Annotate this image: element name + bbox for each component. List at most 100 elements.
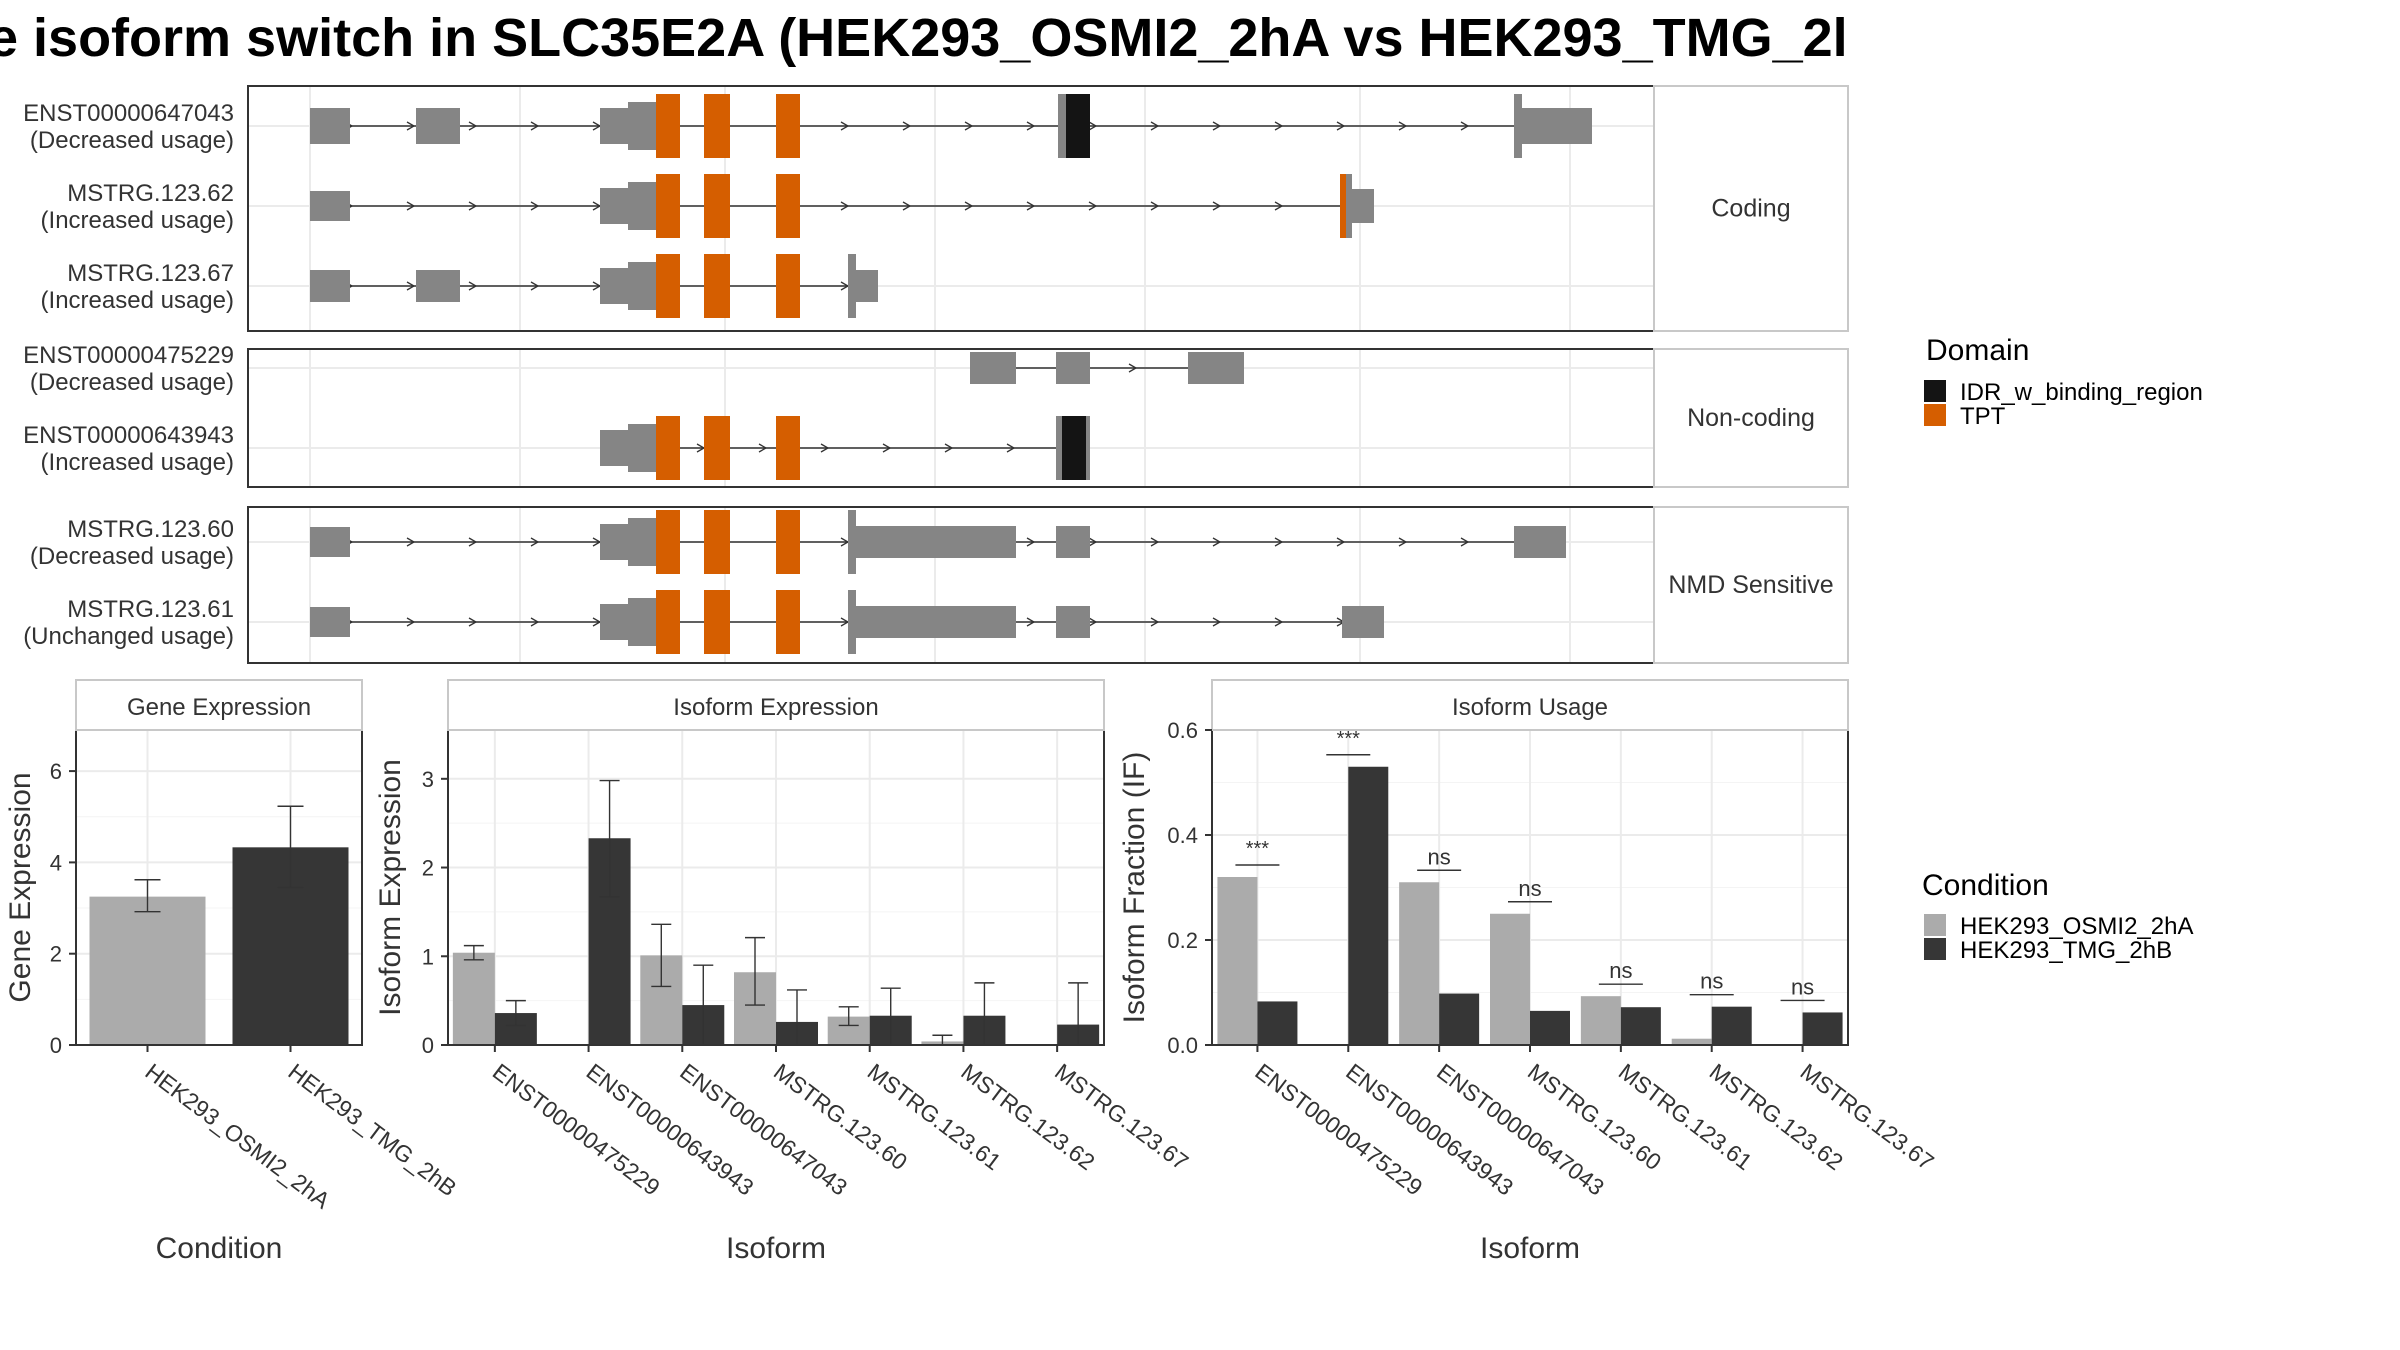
significance-label: ns	[1609, 958, 1632, 983]
facet-strip	[1653, 85, 1849, 332]
intron-arrow	[1460, 537, 1470, 547]
intron-arrow	[1150, 201, 1160, 211]
y-tick-label: 2	[50, 942, 62, 967]
transcript-label: ENST00000647043	[23, 100, 234, 127]
exon	[628, 182, 656, 230]
intron-arrow	[1274, 537, 1284, 547]
chart-strip-label: Gene Expression	[127, 694, 311, 721]
exon	[970, 352, 1016, 384]
tpt-domain	[704, 510, 730, 574]
transcript-usage-label: (Decreased usage)	[30, 127, 234, 154]
exon	[310, 108, 350, 144]
tpt-domain	[656, 416, 680, 480]
y-tick-label: 0.6	[1167, 718, 1198, 743]
tpt-domain	[656, 590, 680, 654]
exon	[1514, 526, 1566, 558]
transcript-label: MSTRG.123.61	[67, 596, 234, 623]
exon	[628, 262, 656, 310]
tpt-domain	[776, 174, 800, 238]
bar	[1490, 913, 1530, 1045]
intron-arrow	[406, 281, 416, 291]
intron-arrow	[882, 443, 892, 453]
intron-arrow	[406, 201, 416, 211]
intron-arrow	[944, 443, 954, 453]
y-tick-label: 0	[50, 1033, 62, 1058]
exon	[600, 604, 628, 640]
intron-arrow	[1212, 537, 1222, 547]
transcript-usage-label: (Decreased usage)	[30, 543, 234, 570]
y-tick-label: 0.4	[1167, 823, 1198, 848]
bar	[1580, 996, 1621, 1045]
intron-arrow	[1274, 121, 1284, 131]
intron-arrow	[1088, 537, 1098, 547]
bar	[89, 896, 206, 1045]
intron-arrow	[1026, 617, 1036, 627]
condition-legend-swatch-b	[1924, 938, 1946, 960]
exon	[600, 524, 628, 560]
tpt-domain	[704, 94, 730, 158]
tpt-domain	[656, 510, 680, 574]
y-axis-title: Isoform Fraction (IF)	[1118, 752, 1151, 1024]
condition-legend-swatch-a	[1924, 914, 1946, 936]
exon	[416, 270, 460, 302]
x-tick-label: ENST00000475229	[1250, 1058, 1427, 1200]
intron-arrow	[1026, 201, 1036, 211]
facet-nmd-sensitive: NMD Sensitive	[247, 506, 1849, 664]
exon	[628, 598, 656, 646]
exon	[1056, 352, 1090, 384]
figure-title: e isoform switch in SLC35E2A (HEK293_OSM…	[0, 8, 1848, 68]
intron-arrow	[1274, 201, 1284, 211]
intron-arrow	[1274, 617, 1284, 627]
exon	[1188, 352, 1244, 384]
transcript-enst00000643943	[600, 416, 1090, 480]
domain-legend-title: Domain	[1926, 334, 2029, 367]
transcript-usage-label: (Unchanged usage)	[23, 623, 234, 650]
bar	[1620, 1007, 1661, 1045]
intron-arrow	[1460, 121, 1470, 131]
intron-arrow	[1006, 443, 1016, 453]
expression-charts: Gene Expression0246HEK293_OSMI2_2hAHEK29…	[4, 679, 1939, 1265]
exon	[1342, 606, 1384, 638]
intron-arrow	[530, 121, 540, 131]
facet-strip	[1653, 506, 1849, 664]
condition-legend-title: Condition	[1922, 869, 2049, 902]
x-axis-title: Isoform	[726, 1232, 826, 1265]
tpt-domain	[704, 416, 730, 480]
exon	[600, 268, 628, 304]
facet-panel-bg	[248, 349, 1654, 487]
y-tick-label: 3	[422, 767, 434, 792]
exon	[1514, 94, 1522, 158]
intron-arrow	[530, 281, 540, 291]
significance-label: ns	[1791, 974, 1814, 999]
transcript-mstrg.123.62	[310, 174, 1374, 238]
chart-isoform-expression: Isoform Expression 0 1 2 3 ENST00000475229ENS…	[374, 679, 1193, 1265]
transcript-mstrg.123.60	[310, 510, 1566, 574]
exon	[416, 108, 460, 144]
intron-arrow	[1212, 201, 1222, 211]
intron-arrow	[1088, 121, 1098, 131]
chart-strip	[1211, 679, 1849, 731]
tpt-domain	[1340, 174, 1346, 238]
intron-arrow	[820, 443, 830, 453]
exon	[1086, 416, 1090, 480]
exon	[848, 254, 856, 318]
transcript-label: ENST00000643943	[23, 422, 234, 449]
bar	[1802, 1012, 1843, 1045]
exon	[1056, 606, 1090, 638]
domain-legend-label-tpt: TPT	[1960, 403, 2006, 430]
y-tick-label: 0.0	[1167, 1033, 1198, 1058]
tpt-domain	[704, 174, 730, 238]
tpt-domain	[776, 590, 800, 654]
exon	[1058, 94, 1066, 158]
tpt-domain	[776, 254, 800, 318]
intron-arrow	[468, 617, 478, 627]
transcript-label: ENST00000475229	[23, 342, 234, 369]
intron-arrow	[964, 121, 974, 131]
intron-arrow	[530, 201, 540, 211]
x-axis-title: Condition	[156, 1232, 283, 1265]
tpt-domain	[656, 254, 680, 318]
transcript-usage-label: (Increased usage)	[41, 287, 234, 314]
y-tick-label: 6	[50, 759, 62, 784]
exon	[856, 270, 878, 302]
transcript-mstrg.123.67	[310, 254, 878, 318]
